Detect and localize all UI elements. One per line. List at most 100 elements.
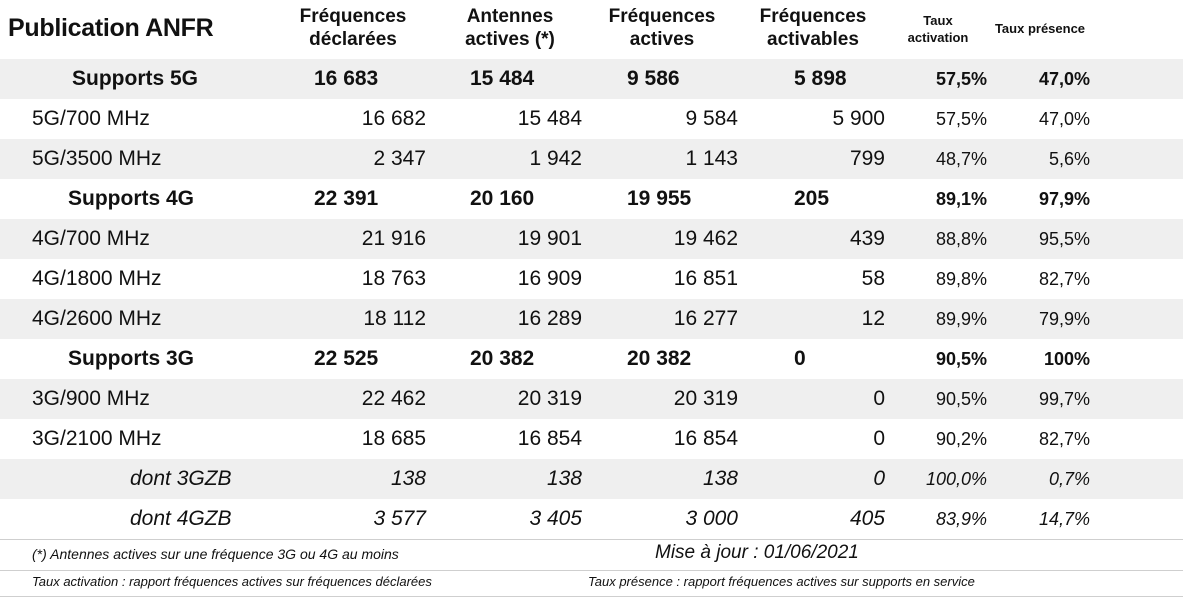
table-header: Publication ANFR Fréquences déclarées An… xyxy=(0,0,1183,59)
row-value: 22 391 xyxy=(314,187,379,210)
row-label: dont 4GZB xyxy=(130,507,232,530)
row-value: 3 577 xyxy=(373,507,426,530)
row-value: 0 xyxy=(873,427,885,450)
row-label: 4G/1800 MHz xyxy=(32,267,162,290)
row-taux-activation: 90,2% xyxy=(935,429,987,449)
row-taux-presence: 0,7% xyxy=(1048,469,1090,489)
table-row: Supports 3G 22 525 20 382 20 382 0 90,5% 100% xyxy=(0,339,1183,379)
row-taux-activation: 90,5% xyxy=(935,349,987,369)
row-value: 18 685 xyxy=(361,427,426,450)
row-value: 16 854 xyxy=(673,427,738,450)
row-value: 20 160 xyxy=(470,187,535,210)
row-taux-presence: 79,9% xyxy=(1038,309,1090,329)
row-taux-activation: 57,5% xyxy=(935,69,987,89)
row-taux-presence: 47,0% xyxy=(1038,69,1090,89)
row-value: 20 319 xyxy=(673,387,738,410)
row-label: dont 3GZB xyxy=(130,467,232,490)
row-taux-presence: 99,7% xyxy=(1038,389,1090,409)
row-taux-activation: 89,1% xyxy=(935,189,987,209)
header-taux-activation: Taux activation xyxy=(907,13,969,45)
footnote-taux-activation: Taux activation : rapport fréquences act… xyxy=(32,574,432,589)
row-value: 405 xyxy=(849,507,885,530)
row-value: 5 898 xyxy=(794,67,847,90)
footnote-row-2: Taux activation : rapport fréquences act… xyxy=(0,570,1183,597)
row-value: 20 319 xyxy=(517,387,582,410)
row-value: 22 462 xyxy=(361,387,426,410)
row-value: 16 683 xyxy=(314,67,379,90)
row-taux-activation: 89,9% xyxy=(935,309,987,329)
row-taux-presence: 14,7% xyxy=(1038,509,1090,529)
row-value: 0 xyxy=(794,347,806,370)
row-value: 799 xyxy=(849,147,885,170)
row-value: 19 462 xyxy=(673,227,738,250)
row-value: 16 854 xyxy=(517,427,582,450)
row-taux-presence: 47,0% xyxy=(1038,109,1090,129)
row-taux-presence: 82,7% xyxy=(1038,269,1090,289)
update-date: Mise à jour : 01/06/2021 xyxy=(655,542,859,563)
row-value: 0 xyxy=(873,467,885,490)
row-taux-presence: 97,9% xyxy=(1038,189,1090,209)
footnote-antennes: (*) Antennes actives sur une fréquence 3… xyxy=(32,546,399,562)
row-value: 9 586 xyxy=(627,67,680,90)
row-taux-presence: 5,6% xyxy=(1048,149,1090,169)
row-value: 15 484 xyxy=(470,67,535,90)
table-row: 3G/2100 MHz 18 685 16 854 16 854 0 90,2% 82,7% xyxy=(0,419,1183,459)
row-value: 1 143 xyxy=(685,147,738,170)
row-value: 16 909 xyxy=(517,267,582,290)
table-row: Supports 5G 16 683 15 484 9 586 5 898 57,5% 47… xyxy=(0,59,1183,99)
row-label: Supports 3G xyxy=(68,347,195,370)
table-row: 4G/1800 MHz 18 763 16 909 16 851 58 89,8% 82,7… xyxy=(0,259,1183,299)
row-label: 4G/700 MHz xyxy=(32,227,150,250)
table-row: Supports 4G 22 391 20 160 19 955 205 89,1% 97,… xyxy=(0,179,1183,219)
row-taux-activation: 90,5% xyxy=(935,389,987,409)
row-taux-presence: 95,5% xyxy=(1038,229,1090,249)
row-value: 138 xyxy=(546,467,582,490)
row-value: 16 851 xyxy=(673,267,738,290)
table-row: 5G/700 MHz 16 682 15 484 9 584 5 900 57,5% 47,… xyxy=(0,99,1183,139)
table-row: 3G/900 MHz 22 462 20 319 20 319 0 90,5% 99,7% xyxy=(0,379,1183,419)
row-value: 18 763 xyxy=(361,267,426,290)
row-value: 16 277 xyxy=(673,307,738,330)
row-value: 2 347 xyxy=(373,147,426,170)
table-row: 5G/3500 MHz 2 347 1 942 1 143 799 48,7% 5,6% xyxy=(0,139,1183,179)
row-taux-activation: 89,8% xyxy=(935,269,987,289)
row-value: 19 901 xyxy=(517,227,582,250)
row-value: 439 xyxy=(849,227,885,250)
header-taux-presence: Taux présence xyxy=(994,21,1086,36)
row-value: 0 xyxy=(873,387,885,410)
table-row: 4G/700 MHz 21 916 19 901 19 462 439 88,8% 95,5… xyxy=(0,219,1183,259)
row-value: 5 900 xyxy=(832,107,885,130)
row-value: 20 382 xyxy=(627,347,692,370)
row-value: 21 916 xyxy=(361,227,426,250)
row-value: 20 382 xyxy=(470,347,535,370)
header-freq-declarees: Fréquences déclarées xyxy=(299,6,407,50)
footnote-row-1: (*) Antennes actives sur une fréquence 3… xyxy=(0,539,1183,571)
header-freq-activables: Fréquences activables xyxy=(759,6,867,50)
table-row: dont 3GZB 138 138 138 0 100,0% 0,7% xyxy=(0,459,1183,499)
row-value: 3 405 xyxy=(529,507,582,530)
row-value: 138 xyxy=(702,467,738,490)
header-freq-actives: Fréquences actives xyxy=(608,6,716,50)
table-row: dont 4GZB 3 577 3 405 3 000 405 83,9% 14,7% xyxy=(0,499,1183,539)
row-taux-presence: 100% xyxy=(1043,349,1090,369)
row-label: 5G/3500 MHz xyxy=(32,147,162,170)
row-taux-activation: 83,9% xyxy=(935,509,987,529)
row-label: 4G/2600 MHz xyxy=(32,307,162,330)
row-label: 5G/700 MHz xyxy=(32,107,150,130)
row-value: 3 000 xyxy=(685,507,738,530)
footnote-taux-presence: Taux présence : rapport fréquences activ… xyxy=(588,574,975,589)
row-value: 16 289 xyxy=(517,307,582,330)
row-label: 3G/900 MHz xyxy=(32,387,150,410)
header-antennes-actives: Antennes actives (*) xyxy=(465,6,555,50)
row-taux-activation: 57,5% xyxy=(935,109,987,129)
row-value: 12 xyxy=(861,307,885,330)
row-value: 19 955 xyxy=(627,187,692,210)
row-value: 16 682 xyxy=(361,107,426,130)
row-value: 205 xyxy=(794,187,830,210)
row-taux-presence: 82,7% xyxy=(1038,429,1090,449)
row-value: 58 xyxy=(861,267,885,290)
row-label: 3G/2100 MHz xyxy=(32,427,162,450)
row-taux-activation: 48,7% xyxy=(935,149,987,169)
page-title: Publication ANFR xyxy=(8,14,214,42)
row-label: Supports 5G xyxy=(72,67,199,90)
